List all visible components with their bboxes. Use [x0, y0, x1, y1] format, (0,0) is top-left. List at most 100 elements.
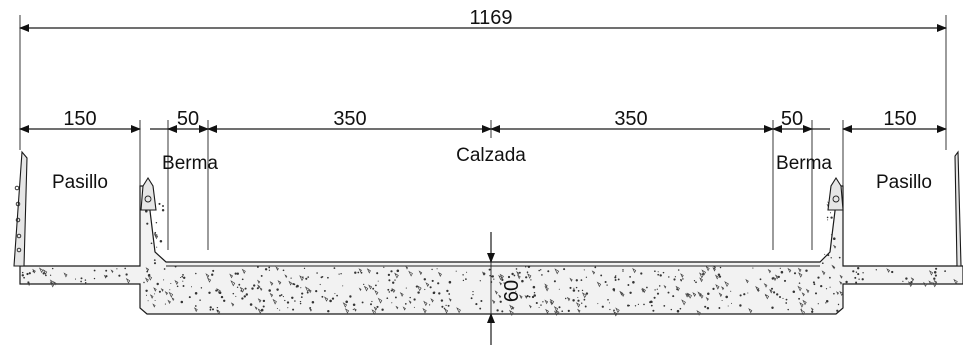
aggregate-speck	[284, 299, 286, 302]
aggregate-speck	[800, 308, 802, 310]
aggregate-speck	[118, 274, 121, 277]
aggregate-speck	[399, 292, 404, 297]
aggregate-speck	[706, 306, 710, 310]
aggregate-speck	[174, 279, 179, 286]
aggregate-speck	[935, 267, 938, 270]
aggregate-speck	[357, 271, 360, 274]
aggregate-speck	[759, 278, 762, 281]
aggregate-speck	[171, 297, 175, 302]
aggregate-speck	[300, 287, 302, 289]
aggregate-speck	[743, 293, 746, 296]
aggregate-speck	[272, 298, 277, 305]
aggregate-speck	[394, 296, 397, 299]
aggregate-speck	[785, 298, 788, 301]
aggregate-speck	[606, 284, 608, 286]
aggregate-speck	[257, 279, 261, 284]
aggregate-speck	[563, 268, 566, 271]
aggregate-speck	[677, 269, 680, 271]
aggregate-speck	[498, 294, 502, 299]
aggregate-speck	[787, 308, 789, 311]
aggregate-speck	[275, 266, 279, 271]
aggregate-speck	[254, 306, 258, 311]
aggregate-speck	[597, 303, 599, 305]
aggregate-speck	[604, 280, 607, 284]
aggregate-speck	[193, 307, 198, 313]
aggregate-speck	[32, 268, 36, 274]
aggregate-speck	[408, 300, 412, 304]
aggregate-speck	[752, 267, 754, 269]
aggregate-speck	[329, 299, 332, 303]
aggregate-speck	[577, 299, 580, 302]
aggregate-speck	[304, 286, 310, 293]
aggregate-speck	[269, 281, 274, 286]
aggregate-speck	[767, 268, 772, 274]
aggregate-speck	[363, 285, 369, 292]
aggregate-speck	[692, 292, 697, 297]
aggregate-speck	[230, 280, 236, 287]
aggregate-speck	[93, 277, 96, 280]
aggregate-speck	[540, 304, 542, 306]
aggregate-speck	[496, 309, 499, 312]
aggregate-speck	[413, 306, 415, 308]
aggregate-speck	[49, 274, 52, 276]
aggregate-speck	[323, 289, 326, 292]
aggregate-speck	[116, 268, 118, 270]
aggregate-speck	[42, 269, 48, 275]
aggregate-speck	[739, 294, 742, 297]
aggregate-speck	[354, 271, 357, 274]
aggregate-speck	[279, 309, 281, 311]
aggregate-speck	[238, 283, 241, 286]
left-lane-width: 350	[333, 108, 366, 130]
aggregate-speck	[553, 280, 556, 283]
aggregate-speck	[771, 277, 775, 280]
aggregate-speck	[194, 292, 198, 295]
aggregate-speck	[27, 281, 30, 284]
aggregate-speck	[373, 306, 378, 311]
aggregate-speck	[291, 296, 294, 300]
aggregate-speck	[528, 304, 532, 309]
aggregate-speck	[388, 291, 391, 293]
aggregate-speck	[577, 297, 579, 298]
aggregate-speck	[21, 271, 24, 274]
aggregate-speck	[657, 271, 659, 273]
aggregate-speck	[798, 297, 801, 300]
aggregate-speck	[540, 269, 542, 271]
aggregate-speck	[944, 270, 946, 272]
aggregate-speck	[653, 296, 656, 299]
aggregate-speck	[377, 280, 379, 282]
aggregate-speck	[472, 294, 474, 296]
aggregate-speck	[279, 294, 281, 297]
aggregate-speck	[905, 277, 908, 280]
aggregate-speck	[673, 278, 676, 281]
aggregate-speck	[145, 294, 148, 296]
aggregate-speck	[394, 272, 399, 279]
aggregate-speck	[148, 273, 151, 277]
aggregate-speck	[829, 276, 831, 279]
aggregate-speck	[438, 292, 441, 295]
aggregate-speck	[309, 306, 312, 309]
aggregate-speck	[564, 297, 567, 300]
aggregate-speck	[933, 279, 938, 285]
aggregate-speck	[336, 294, 338, 297]
aggregate-speck	[84, 279, 87, 281]
aggregate-speck	[769, 289, 773, 294]
aggregate-speck	[241, 268, 246, 274]
aggregate-speck	[223, 299, 226, 302]
aggregate-speck	[431, 279, 434, 282]
aggregate-speck	[715, 284, 720, 290]
aggregate-speck	[535, 301, 538, 305]
aggregate-speck	[780, 270, 784, 274]
aggregate-speck	[245, 293, 248, 296]
aggregate-speck	[168, 291, 174, 298]
aggregate-speck	[260, 308, 264, 312]
aggregate-speck	[84, 282, 87, 284]
aggregate-speck	[423, 278, 427, 281]
aggregate-speck	[180, 300, 184, 304]
aggregate-speck	[110, 269, 114, 274]
aggregate-speck	[470, 297, 473, 300]
aggregate-speck	[182, 274, 184, 276]
aggregate-speck	[517, 274, 521, 280]
aggregate-speck	[370, 303, 372, 306]
aggregate-speck	[858, 278, 860, 280]
aggregate-speck	[509, 304, 514, 311]
